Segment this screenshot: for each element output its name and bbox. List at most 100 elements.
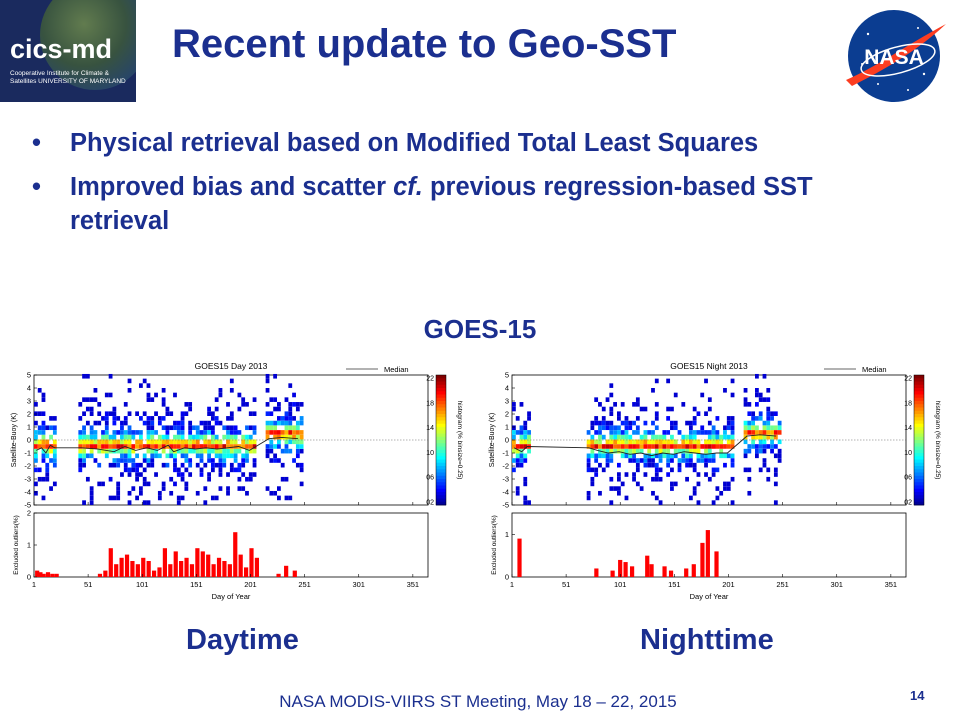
- heatmap-cell: [711, 472, 716, 477]
- outlier-bar: [292, 570, 297, 577]
- heatmap-cell: [241, 458, 246, 463]
- heatmap-cell: [647, 448, 652, 454]
- heatmap-cell: [112, 406, 117, 412]
- heatmap-cell: [49, 416, 53, 421]
- heatmap-cell: [654, 495, 659, 501]
- heatmap-cell: [598, 425, 602, 431]
- x-tick-label: 201: [722, 580, 735, 589]
- heatmap-cell: [299, 420, 304, 426]
- colorbar-segment: [914, 501, 924, 506]
- heatmap-cell: [605, 420, 610, 426]
- heatmap-cell: [229, 444, 234, 449]
- heatmap-cell: [184, 444, 189, 449]
- heatmap-cell: [123, 420, 128, 426]
- heatmap-cell: [154, 392, 158, 398]
- heatmap-cell: [52, 430, 57, 435]
- heatmap-cell: [218, 388, 223, 393]
- heatmap-cell: [766, 467, 771, 473]
- heatmap-cell: [138, 416, 143, 421]
- heatmap-cell: [670, 425, 674, 431]
- heatmap-cell: [609, 448, 614, 454]
- heatmap-cell: [120, 453, 124, 459]
- heatmap-cell: [662, 439, 667, 445]
- heatmap-cell: [685, 462, 689, 468]
- colorbar-segment: [914, 430, 924, 434]
- heatmap-cell: [241, 397, 246, 402]
- x-tick-label: 351: [407, 580, 420, 589]
- heatmap-cell: [180, 462, 185, 468]
- heatmap-cell: [116, 486, 121, 491]
- heatmap-cell: [45, 462, 50, 468]
- heatmap-cell: [207, 448, 211, 454]
- heatmap-cell: [101, 448, 105, 454]
- heatmap-cell: [605, 453, 610, 459]
- x-tick-label: 1: [32, 580, 36, 589]
- heatmap-cell: [93, 444, 98, 449]
- heatmap-cell: [590, 444, 595, 449]
- outlier-bar: [35, 570, 40, 577]
- heatmap-cell: [273, 444, 278, 449]
- heatmap-cell: [127, 467, 132, 473]
- heatmap-cell: [218, 444, 223, 449]
- heatmap-cell: [766, 444, 771, 449]
- heatmap-cell: [210, 439, 215, 445]
- heatmap-cell: [161, 425, 166, 431]
- heatmap-cell: [135, 467, 140, 473]
- heatmap-cell: [299, 439, 304, 445]
- colorbar-segment: [914, 469, 924, 473]
- x-tick-label: 301: [830, 580, 843, 589]
- heatmap-cell: [89, 430, 94, 435]
- heatmap-cell: [123, 448, 128, 454]
- heatmap-cell: [176, 472, 181, 477]
- colorbar-label: histogram (% binsize=0.25): [934, 401, 941, 480]
- heatmap-cell: [37, 430, 42, 435]
- outlier-bar: [645, 555, 650, 577]
- y-tick-label: 3: [505, 397, 509, 406]
- heatmap-cell: [37, 467, 42, 473]
- heatmap-cell: [116, 458, 121, 463]
- heatmap-cell: [609, 392, 614, 398]
- heatmap-cell: [123, 416, 128, 421]
- heatmap-cell: [605, 439, 610, 445]
- colorbar-segment: [914, 456, 924, 460]
- heatmap-cell: [696, 453, 701, 459]
- heatmap-cell: [295, 420, 300, 426]
- y-tick-label: -5: [502, 501, 509, 510]
- heatmap-cell: [135, 476, 140, 482]
- heatmap-cell: [265, 448, 270, 454]
- heatmap-cell: [292, 439, 296, 445]
- heatmap-cell: [515, 490, 520, 496]
- heatmap-cell: [180, 411, 185, 416]
- heatmap-cell: [770, 439, 774, 445]
- heatmap-cell: [127, 411, 132, 416]
- heatmap-cell: [666, 430, 671, 435]
- colorbar-segment: [436, 459, 446, 464]
- heatmap-cell: [248, 411, 253, 416]
- heatmap-cell: [138, 444, 143, 449]
- heatmap-cell: [203, 439, 208, 445]
- heatmap-cell: [142, 458, 147, 463]
- outlier-bar: [623, 562, 628, 577]
- heatmap-cell: [670, 439, 674, 445]
- heatmap-cell: [628, 444, 633, 449]
- heatmap-cell: [112, 416, 117, 421]
- heatmap-cell: [203, 448, 208, 454]
- heatmap-cell: [210, 444, 215, 449]
- heatmap-cell: [89, 444, 94, 449]
- heatmap-cell: [150, 397, 155, 402]
- heatmap-cell: [647, 439, 652, 445]
- heatmap-cell: [265, 411, 270, 416]
- heatmap-cell: [277, 434, 281, 440]
- heatmap-cell: [104, 420, 109, 426]
- heatmap-cell: [512, 430, 516, 435]
- colorbar-segment: [914, 436, 924, 441]
- heatmap-cell: [777, 448, 782, 454]
- heatmap-cell: [751, 439, 756, 445]
- heatmap-cell: [527, 448, 531, 454]
- heatmap-cell: [127, 472, 132, 477]
- heatmap-cell: [288, 411, 293, 416]
- heatmap-cell: [692, 430, 697, 435]
- heatmap-cell: [123, 458, 128, 463]
- heatmap-cell: [707, 434, 712, 440]
- heatmap-cell: [670, 420, 674, 426]
